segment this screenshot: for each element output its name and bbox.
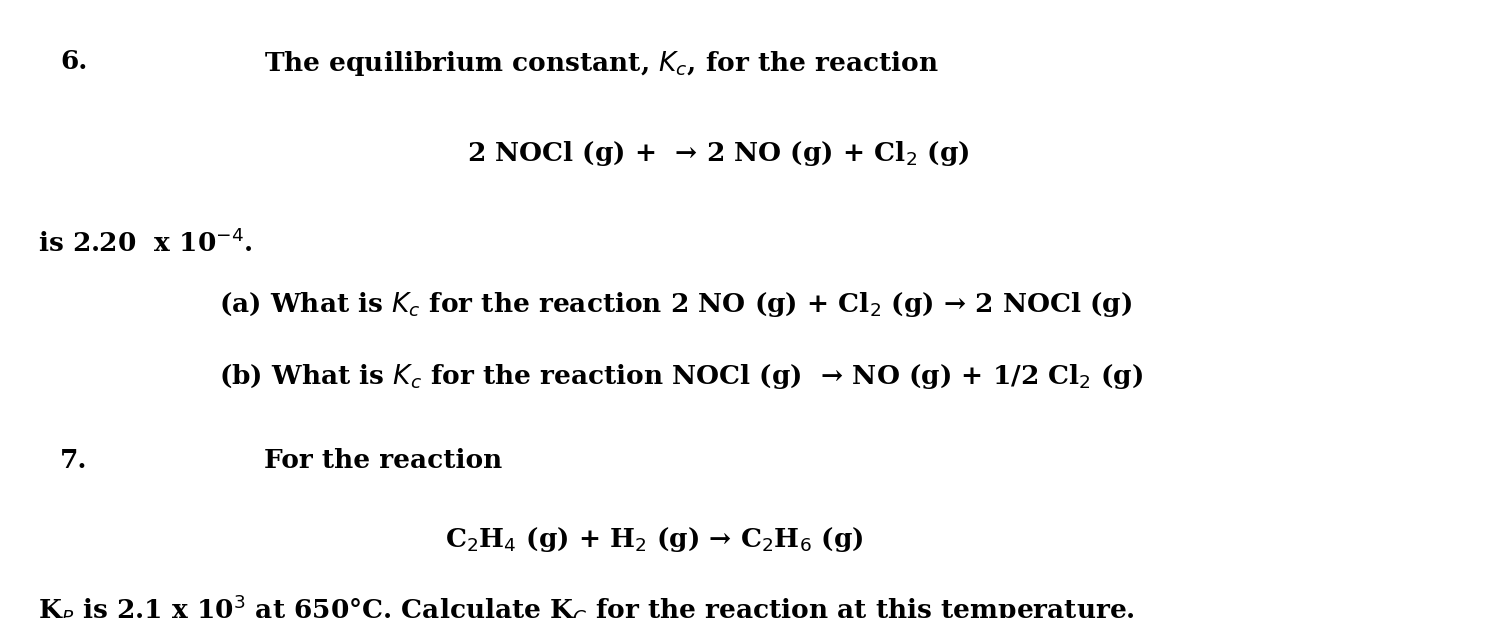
Text: 6.: 6. xyxy=(60,49,87,74)
Text: C$_2$H$_4$ (g) + H$_2$ (g) → C$_2$H$_6$ (g): C$_2$H$_4$ (g) + H$_2$ (g) → C$_2$H$_6$ … xyxy=(445,525,864,554)
Text: 2 NOCl (g) +  → 2 NO (g) + Cl$_2$ (g): 2 NOCl (g) + → 2 NO (g) + Cl$_2$ (g) xyxy=(467,139,970,168)
Text: is 2.20  x 10$^{-4}$.: is 2.20 x 10$^{-4}$. xyxy=(38,229,252,257)
Text: (a) What is $K_c$ for the reaction 2 NO (g) + Cl$_2$ (g) → 2 NOCl (g): (a) What is $K_c$ for the reaction 2 NO … xyxy=(219,290,1133,320)
Text: K$_P$ is 2.1 x 10$^3$ at 650°C. Calculate K$_C$ for the reaction at this tempera: K$_P$ is 2.1 x 10$^3$ at 650°C. Calculat… xyxy=(38,592,1134,618)
Text: 7.: 7. xyxy=(60,448,87,473)
Text: (b) What is $K_c$ for the reaction NOCl (g)  → NO (g) + 1/2 Cl$_2$ (g): (b) What is $K_c$ for the reaction NOCl … xyxy=(219,362,1143,391)
Text: For the reaction: For the reaction xyxy=(264,448,502,473)
Text: The equilibrium constant, $K_c$, for the reaction: The equilibrium constant, $K_c$, for the… xyxy=(264,49,938,78)
